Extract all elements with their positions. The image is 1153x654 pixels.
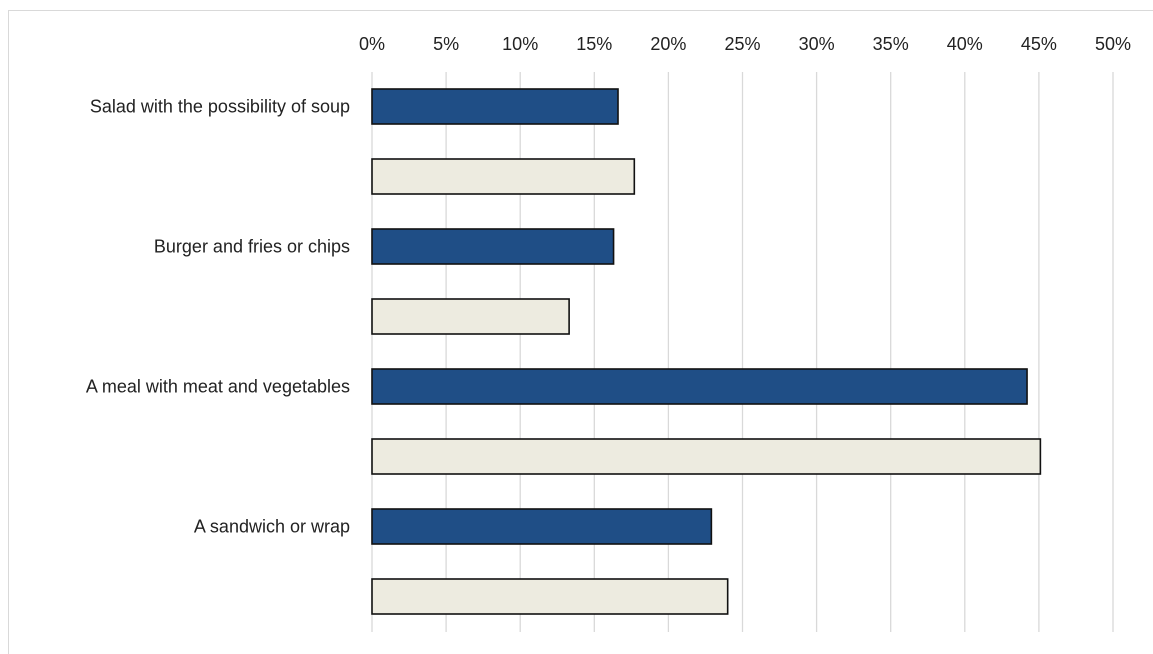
gridlines bbox=[371, 72, 1114, 632]
x-tick-label: 40% bbox=[947, 34, 983, 54]
x-tick-label: 5% bbox=[433, 34, 459, 54]
bar-series-2 bbox=[371, 158, 636, 195]
category-label: A meal with meat and vegetables bbox=[86, 377, 350, 397]
x-tick-label: 50% bbox=[1095, 34, 1131, 54]
x-tick-label: 45% bbox=[1021, 34, 1057, 54]
x-tick-label: 30% bbox=[799, 34, 835, 54]
category-labels: Salad with the possibility of soup Burger… bbox=[86, 97, 350, 537]
bar-series-2 bbox=[371, 298, 570, 335]
bar-series-2 bbox=[371, 578, 729, 615]
x-tick-label: 15% bbox=[576, 34, 612, 54]
x-tick-label: 10% bbox=[502, 34, 538, 54]
x-tick-label: 20% bbox=[650, 34, 686, 54]
bar-series-1 bbox=[371, 228, 615, 265]
bar-series-1 bbox=[371, 88, 619, 125]
x-tick-label: 35% bbox=[873, 34, 909, 54]
bar-series-2 bbox=[371, 438, 1042, 475]
x-axis-ticks: 0% 5% 10% 15% 20% 25% 30% 35% 40% 45% 50% bbox=[359, 34, 1131, 54]
bar-series-1 bbox=[371, 368, 1028, 405]
chart-frame bbox=[8, 10, 1153, 654]
category-label: Burger and fries or chips bbox=[154, 237, 350, 257]
x-tick-label: 25% bbox=[724, 34, 760, 54]
bars bbox=[371, 88, 1042, 615]
bar-series-1 bbox=[371, 508, 713, 545]
category-label: Salad with the possibility of soup bbox=[90, 97, 350, 117]
category-label: A sandwich or wrap bbox=[194, 517, 350, 537]
x-tick-label: 0% bbox=[359, 34, 385, 54]
